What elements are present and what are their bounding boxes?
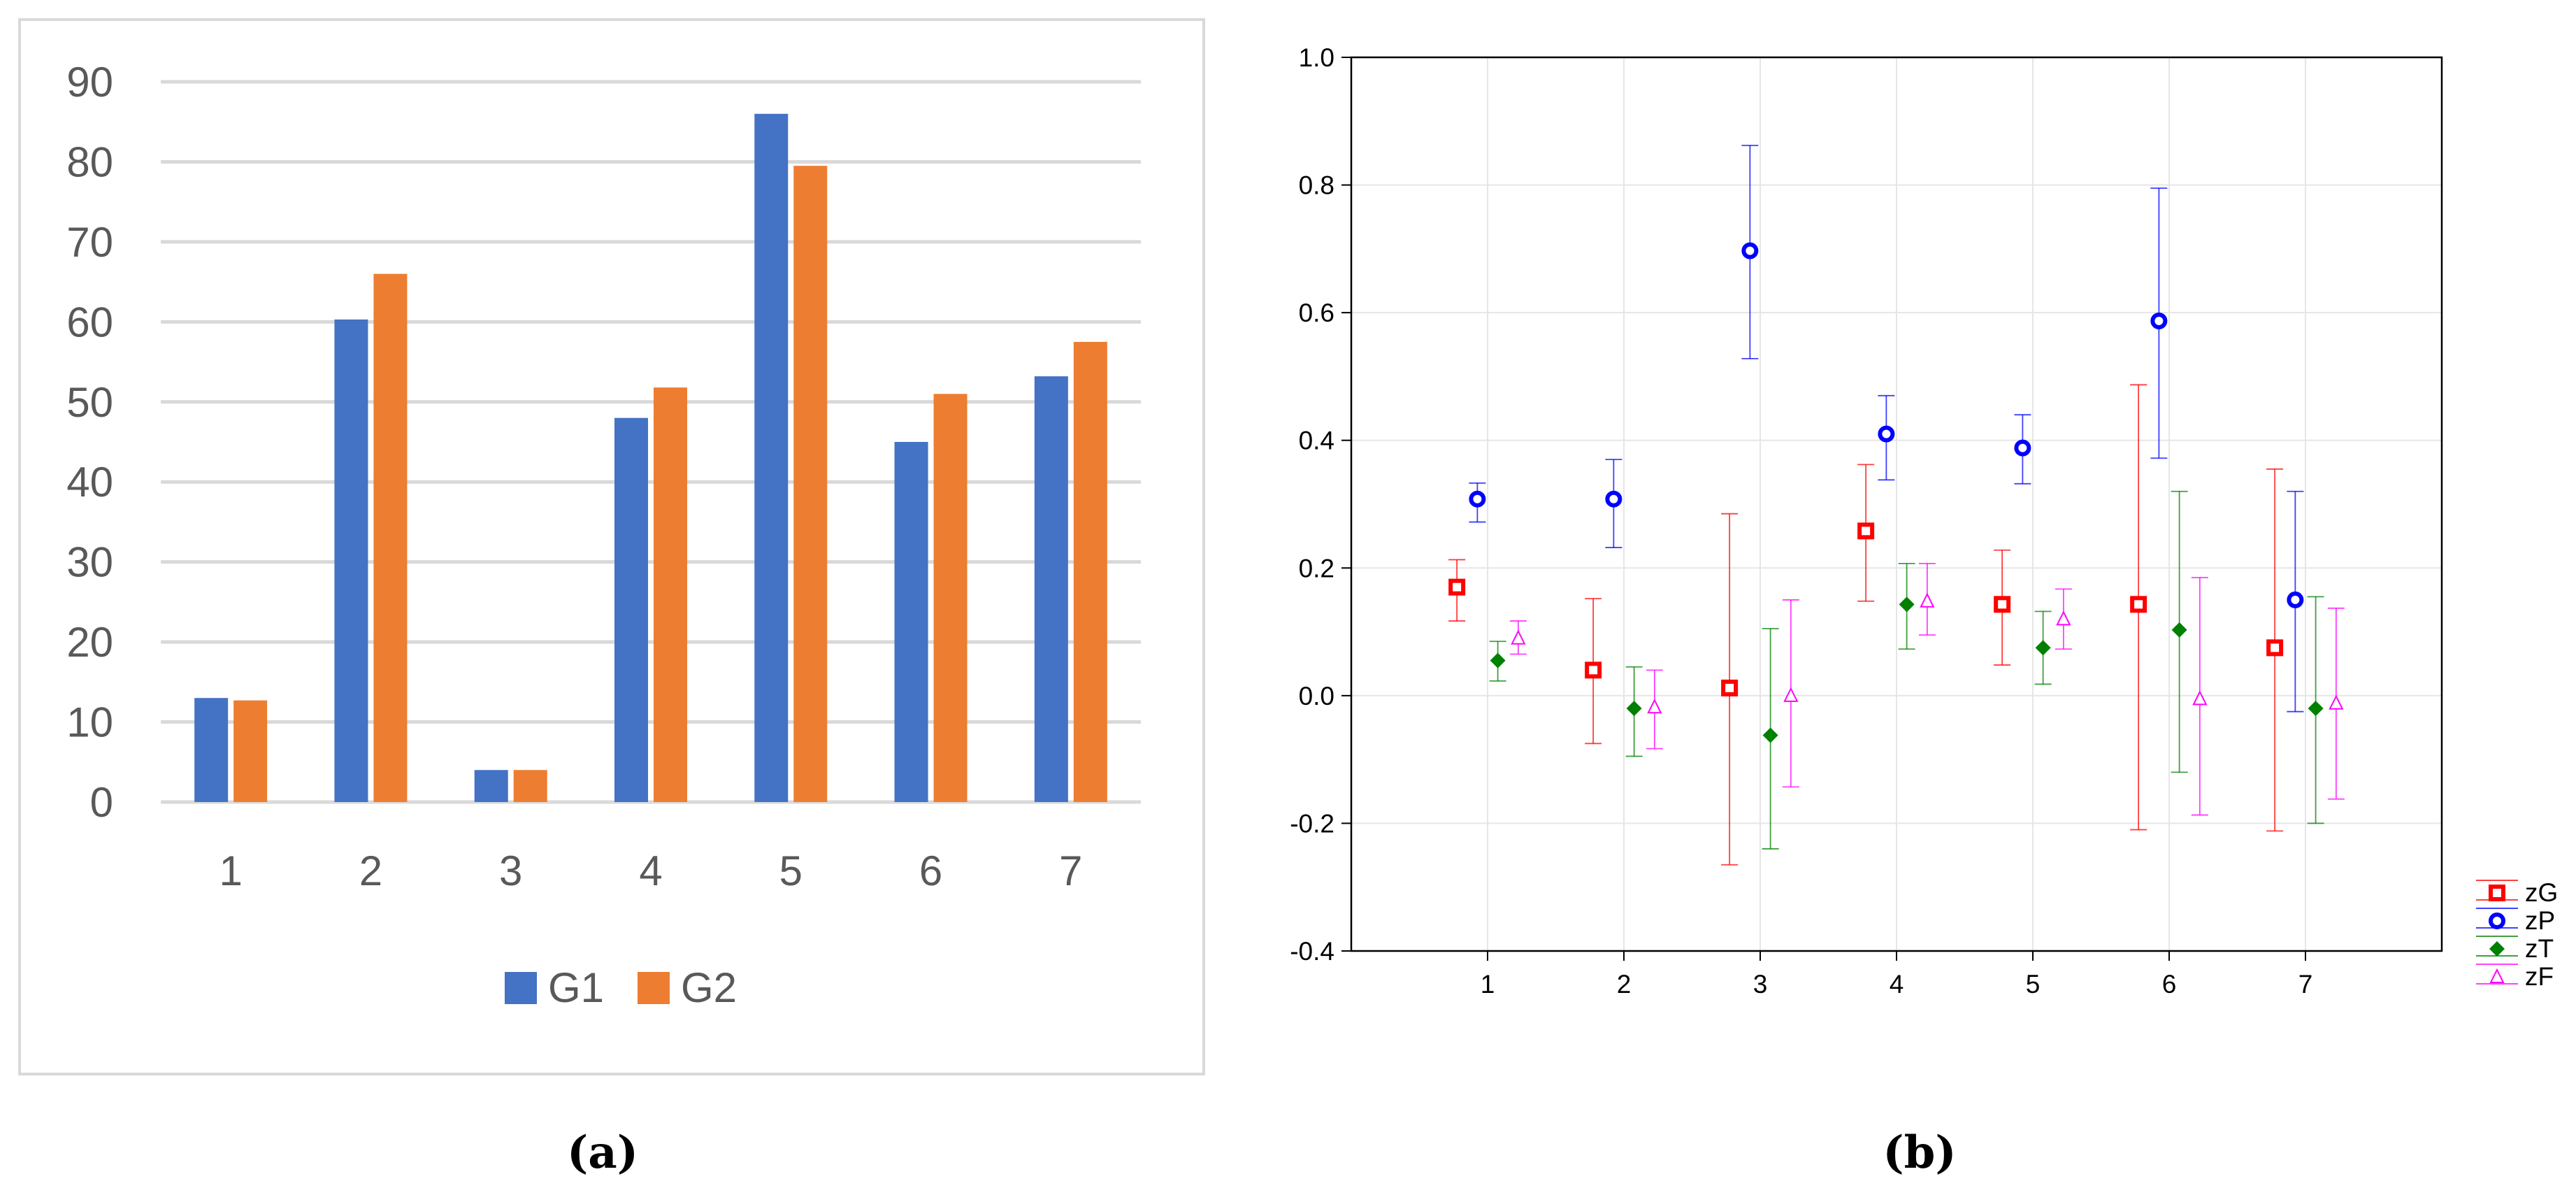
marker-zp — [2150, 313, 2168, 330]
bar-g1 — [894, 442, 928, 802]
y-tick-label: 0.4 — [1299, 427, 1334, 455]
x-tick-label: 1 — [219, 847, 242, 894]
marker-zg — [1994, 596, 2011, 613]
x-tick-label: 1 — [1481, 970, 1495, 999]
marker-zp — [1741, 242, 1759, 259]
marker-zp — [1469, 490, 1486, 508]
legend-label-g2: G2 — [681, 964, 737, 1011]
chart-a-frame — [18, 18, 1205, 1075]
bar-g1 — [194, 698, 229, 802]
bar-g2 — [933, 394, 967, 802]
marker-zg — [1585, 661, 1602, 679]
marker-zt — [2489, 941, 2505, 957]
marker-zf — [2056, 610, 2071, 626]
y-tick-label: 40 — [66, 459, 113, 506]
marker-zg — [2130, 596, 2147, 613]
x-tick-label: 7 — [2298, 970, 2313, 999]
bar-g1 — [474, 770, 508, 802]
x-tick-label: 7 — [1059, 847, 1082, 894]
marker-zp — [1605, 490, 1622, 508]
x-tick-label: 2 — [1617, 970, 1632, 999]
marker-zf — [2489, 968, 2505, 983]
bar-g2 — [654, 387, 687, 802]
marker-zf — [1647, 699, 1662, 714]
legend-swatch-g1 — [505, 972, 537, 1004]
y-tick-label: 0.8 — [1299, 171, 1334, 200]
y-tick-label: 0.2 — [1299, 554, 1334, 582]
marker-zp — [2489, 913, 2505, 929]
legend-swatch-g2 — [638, 972, 670, 1004]
bar-g2 — [793, 166, 828, 802]
marker-zf — [2192, 690, 2208, 706]
x-tick-label: 5 — [2026, 970, 2041, 999]
y-tick-label: 10 — [66, 699, 113, 746]
y-tick-label: 30 — [66, 539, 113, 586]
marker-zf — [2329, 694, 2344, 710]
marker-zg — [1857, 522, 1875, 540]
marker-zf — [1511, 629, 1526, 645]
marker-zg — [1721, 679, 1739, 696]
bar-g2 — [513, 770, 547, 802]
bar-g2 — [373, 273, 408, 803]
marker-zt — [1899, 596, 1915, 613]
marker-zg — [2266, 639, 2284, 657]
marker-zf — [1783, 687, 1799, 702]
y-tick-label: 50 — [66, 379, 113, 426]
marker-zg — [1448, 578, 1466, 596]
x-tick-label: 2 — [359, 847, 382, 894]
y-tick-label: 70 — [66, 219, 113, 266]
x-tick-label: 4 — [639, 847, 662, 894]
bar-g1 — [614, 417, 648, 802]
marker-zt — [2035, 640, 2051, 656]
marker-zf — [1920, 592, 1935, 608]
panel-b-label: (b) — [1883, 1126, 1956, 1179]
bar-g1 — [334, 319, 368, 802]
legend-label-zf: zF — [2525, 962, 2554, 991]
legend-label-g1: G1 — [548, 964, 604, 1011]
panel-a-bar-chart: 0 10 20 30 40 50 60 70 80 90 1 2 3 4 5 6 7 G1 G2 — [18, 18, 1205, 1075]
marker-zg — [2489, 885, 2505, 901]
legend-label-zp: zP — [2525, 906, 2555, 935]
y-tick-label: 0.0 — [1299, 682, 1334, 710]
marker-zp — [2014, 439, 2031, 457]
y-tick-label: 0.6 — [1299, 299, 1334, 327]
x-tick-label: 3 — [1753, 970, 1768, 999]
y-tick-label: 1.0 — [1299, 43, 1334, 72]
panel-a-label: (a) — [567, 1126, 638, 1179]
marker-zt — [2308, 701, 2324, 717]
marker-zp — [2287, 591, 2304, 608]
y-tick-label: 0 — [90, 779, 113, 826]
marker-zt — [1626, 701, 1642, 717]
legend-label-zt: zT — [2525, 934, 2554, 963]
marker-zt — [1490, 652, 1506, 668]
y-tick-label: 60 — [66, 299, 113, 345]
bar-g1 — [754, 113, 789, 802]
y-tick-label: -0.4 — [1290, 937, 1334, 966]
legend-label-zg: zG — [2525, 878, 2558, 907]
y-tick-label: 80 — [66, 138, 113, 185]
x-tick-label: 3 — [499, 847, 522, 894]
bar-g1 — [1034, 376, 1068, 802]
y-tick-label: -0.2 — [1290, 809, 1334, 838]
marker-zp — [1878, 425, 1895, 443]
bar-g2 — [1073, 341, 1107, 802]
bar-g2 — [233, 700, 268, 802]
marker-zt — [1762, 727, 1778, 743]
y-tick-label: 20 — [66, 619, 113, 666]
x-tick-label: 5 — [779, 847, 803, 894]
y-tick-label: 90 — [66, 59, 113, 106]
x-tick-label: 6 — [2162, 970, 2177, 999]
plot-frame — [1350, 56, 2443, 952]
x-tick-label: 6 — [919, 847, 942, 894]
x-tick-label: 4 — [1890, 970, 1904, 999]
marker-zt — [2171, 622, 2187, 638]
panel-b-error-bar-chart: -0.4 -0.2 0.0 0.2 0.4 0.6 0.8 1.0 1 2 3 4 5 6 7 zGzPzTz… — [1290, 43, 2558, 999]
